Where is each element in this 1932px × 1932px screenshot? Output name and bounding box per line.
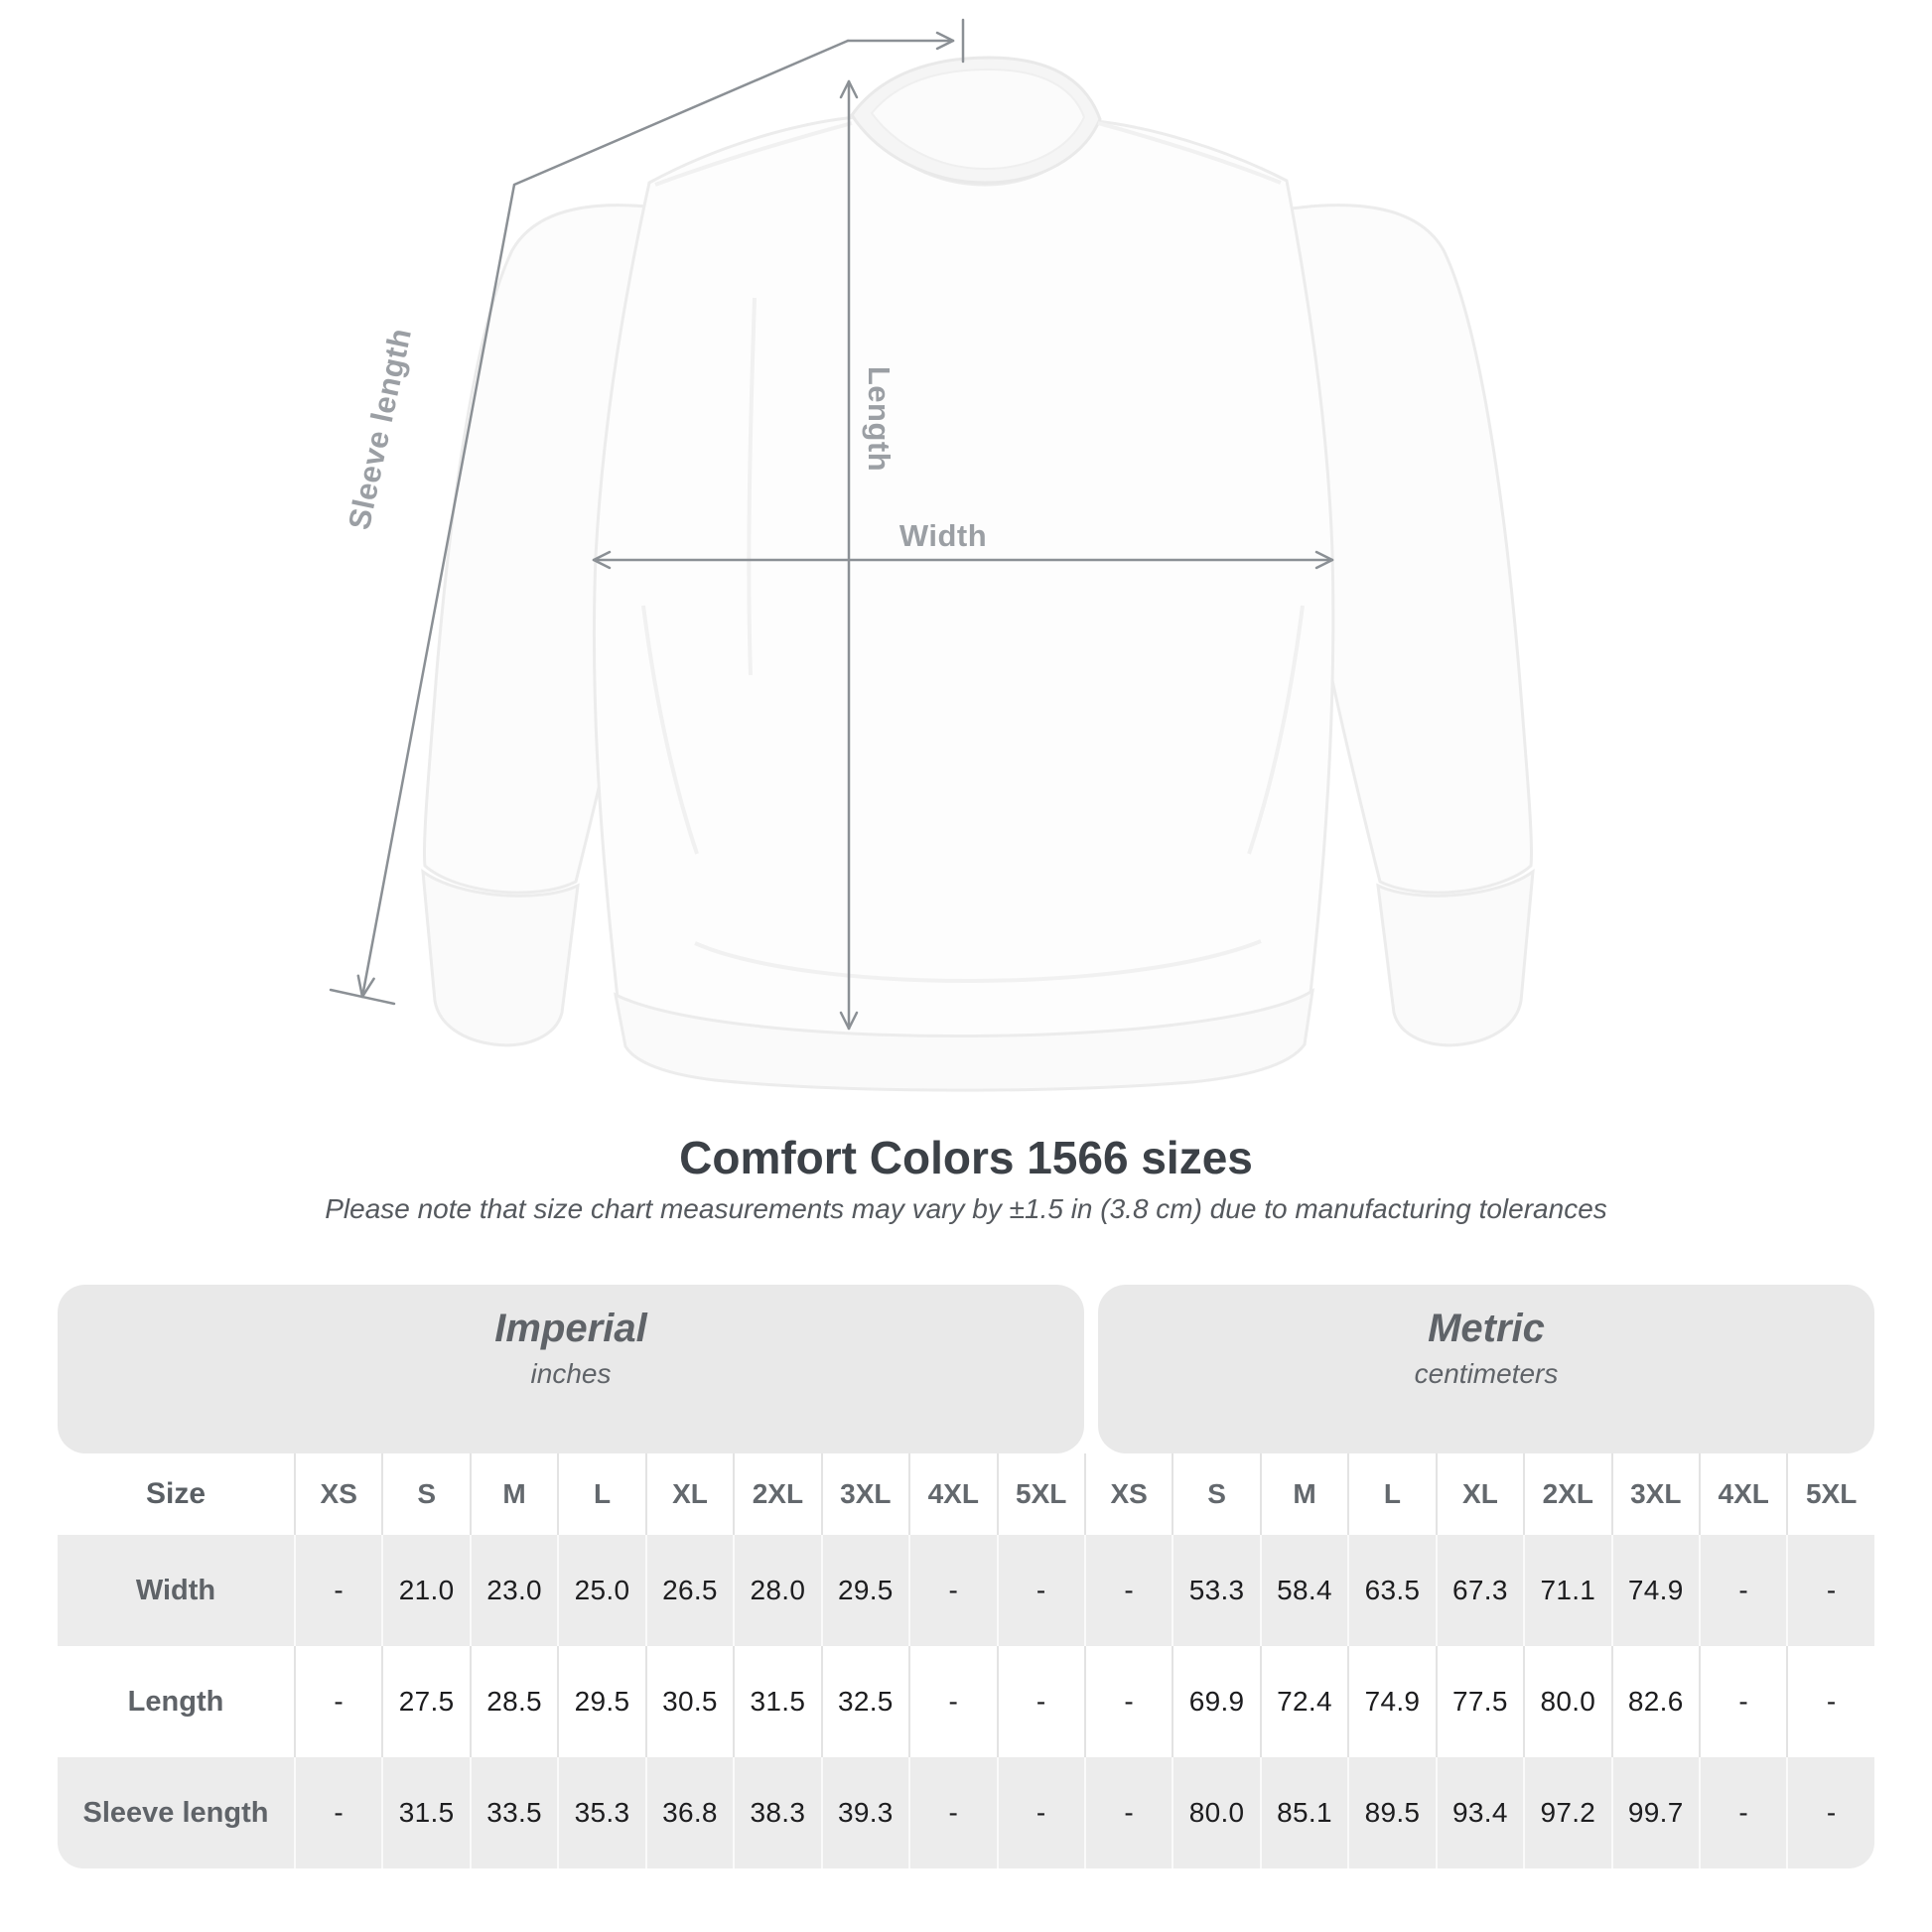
size-header-row: Size XS S M L XL 2XL 3XL 4XL 5XL XS S M L XL 2XL 3XL 4XL 5…	[58, 1453, 1874, 1535]
value-metric-s: 80.0	[1172, 1757, 1259, 1868]
value-metric-s: 69.9	[1172, 1646, 1259, 1757]
size-header-imperial-s: S	[381, 1453, 469, 1535]
value-metric-5xl: -	[1786, 1757, 1873, 1868]
value-imperial-3xl: 39.3	[820, 1757, 908, 1868]
page-title: Comfort Colors 1566 sizes	[679, 1132, 1253, 1183]
metric-unit-label: centimeters	[1414, 1358, 1559, 1389]
table-row-width: Width -21.0 23.0 25.0 26.5 28.0 29.5- - -53.3 58.…	[58, 1535, 1874, 1646]
value-metric-2xl: 71.1	[1523, 1535, 1610, 1646]
size-header-imperial-xs: XS	[294, 1453, 381, 1535]
size-header-imperial-5xl: 5XL	[996, 1453, 1084, 1535]
size-header-imperial-l: L	[557, 1453, 644, 1535]
value-metric-m: 85.1	[1259, 1757, 1347, 1868]
imperial-header-block: Imperial inches	[58, 1285, 1084, 1453]
value-metric-m: 72.4	[1259, 1646, 1347, 1757]
unit-header-row: Imperial inches Metric centimeters	[58, 1285, 1874, 1453]
value-metric-5xl: -	[1786, 1646, 1873, 1757]
value-imperial-m: 28.5	[469, 1646, 557, 1757]
value-metric-2xl: 80.0	[1523, 1646, 1610, 1757]
tolerance-note: Please note that size chart measurements…	[325, 1193, 1607, 1224]
value-imperial-xl: 26.5	[644, 1535, 733, 1646]
value-metric-xs: -	[1083, 1646, 1172, 1757]
value-metric-xl: 67.3	[1435, 1535, 1523, 1646]
value-metric-l: 74.9	[1347, 1646, 1435, 1757]
table-row-length: Length -27.5 28.5 29.5 30.5 31.5 32.5- - -69.9 72…	[58, 1646, 1874, 1757]
value-metric-4xl: -	[1699, 1535, 1786, 1646]
value-imperial-5xl: -	[996, 1535, 1084, 1646]
value-metric-s: 53.3	[1172, 1535, 1259, 1646]
value-imperial-4xl: -	[908, 1535, 996, 1646]
value-imperial-xl: 36.8	[644, 1757, 733, 1868]
size-header-metric-2xl: 2XL	[1523, 1453, 1610, 1535]
value-imperial-l: 35.3	[557, 1757, 644, 1868]
value-imperial-5xl: -	[996, 1757, 1084, 1868]
value-imperial-5xl: -	[996, 1646, 1084, 1757]
value-metric-xl: 77.5	[1435, 1646, 1523, 1757]
value-metric-xs: -	[1083, 1535, 1172, 1646]
value-imperial-xl: 30.5	[644, 1646, 733, 1757]
value-metric-3xl: 82.6	[1610, 1646, 1699, 1757]
value-imperial-m: 23.0	[469, 1535, 557, 1646]
size-header-imperial-2xl: 2XL	[733, 1453, 820, 1535]
size-chart-table: Imperial inches Metric centimeters Size X…	[58, 1285, 1874, 1868]
value-metric-l: 63.5	[1347, 1535, 1435, 1646]
row-label: Length	[127, 1685, 224, 1718]
width-measure-label: Width	[898, 518, 988, 553]
size-header-metric-xs: XS	[1083, 1453, 1172, 1535]
value-imperial-2xl: 28.0	[733, 1535, 820, 1646]
value-imperial-xs: -	[294, 1646, 381, 1757]
row-label: Width	[135, 1574, 216, 1606]
value-imperial-l: 25.0	[557, 1535, 644, 1646]
sweatshirt-measurement-diagram: Length Width Sleeve length	[329, 18, 1535, 1092]
value-imperial-l: 29.5	[557, 1646, 644, 1757]
size-header-imperial-3xl: 3XL	[820, 1453, 908, 1535]
size-header-metric-5xl: 5XL	[1786, 1453, 1873, 1535]
metric-header-block: Metric centimeters	[1098, 1285, 1874, 1453]
size-header-imperial-4xl: 4XL	[908, 1453, 996, 1535]
imperial-label: Imperial	[494, 1307, 647, 1350]
size-column-header: Size	[145, 1477, 207, 1510]
value-metric-2xl: 97.2	[1523, 1757, 1610, 1868]
size-header-metric-3xl: 3XL	[1610, 1453, 1699, 1535]
value-imperial-s: 31.5	[381, 1757, 469, 1868]
value-imperial-m: 33.5	[469, 1757, 557, 1868]
size-header-metric-4xl: 4XL	[1699, 1453, 1786, 1535]
value-imperial-4xl: -	[908, 1757, 996, 1868]
value-imperial-s: 21.0	[381, 1535, 469, 1646]
value-imperial-2xl: 31.5	[733, 1646, 820, 1757]
value-imperial-xs: -	[294, 1757, 381, 1868]
value-metric-m: 58.4	[1259, 1535, 1347, 1646]
size-header-imperial-xl: XL	[644, 1453, 733, 1535]
value-imperial-s: 27.5	[381, 1646, 469, 1757]
size-header-imperial-m: M	[469, 1453, 557, 1535]
value-metric-xs: -	[1083, 1757, 1172, 1868]
size-header-metric-s: S	[1172, 1453, 1259, 1535]
measurement-arrows	[329, 18, 1334, 1031]
row-label: Sleeve length	[82, 1796, 269, 1829]
size-chart-grid: Size XS S M L XL 2XL 3XL 4XL 5XL XS S M L XL 2XL 3XL 4XL 5…	[58, 1453, 1874, 1868]
size-header-metric-m: M	[1259, 1453, 1347, 1535]
value-metric-xl: 93.4	[1435, 1757, 1523, 1868]
length-measure-label: Length	[862, 365, 897, 473]
metric-label: Metric	[1428, 1307, 1545, 1350]
value-imperial-3xl: 32.5	[820, 1646, 908, 1757]
value-imperial-xs: -	[294, 1535, 381, 1646]
size-header-metric-xl: XL	[1435, 1453, 1523, 1535]
sweatshirt-illustration	[329, 18, 1535, 1092]
table-row-sleeve-length: Sleeve length -31.5 33.5 35.3 36.8 38.3 39.3- -…	[58, 1757, 1874, 1868]
value-metric-l: 89.5	[1347, 1757, 1435, 1868]
value-imperial-4xl: -	[908, 1646, 996, 1757]
value-imperial-3xl: 29.5	[820, 1535, 908, 1646]
imperial-unit-label: inches	[530, 1358, 612, 1389]
value-metric-4xl: -	[1699, 1757, 1786, 1868]
value-imperial-2xl: 38.3	[733, 1757, 820, 1868]
value-metric-5xl: -	[1786, 1535, 1873, 1646]
value-metric-3xl: 99.7	[1610, 1757, 1699, 1868]
size-header-metric-l: L	[1347, 1453, 1435, 1535]
value-metric-4xl: -	[1699, 1646, 1786, 1757]
value-metric-3xl: 74.9	[1610, 1535, 1699, 1646]
